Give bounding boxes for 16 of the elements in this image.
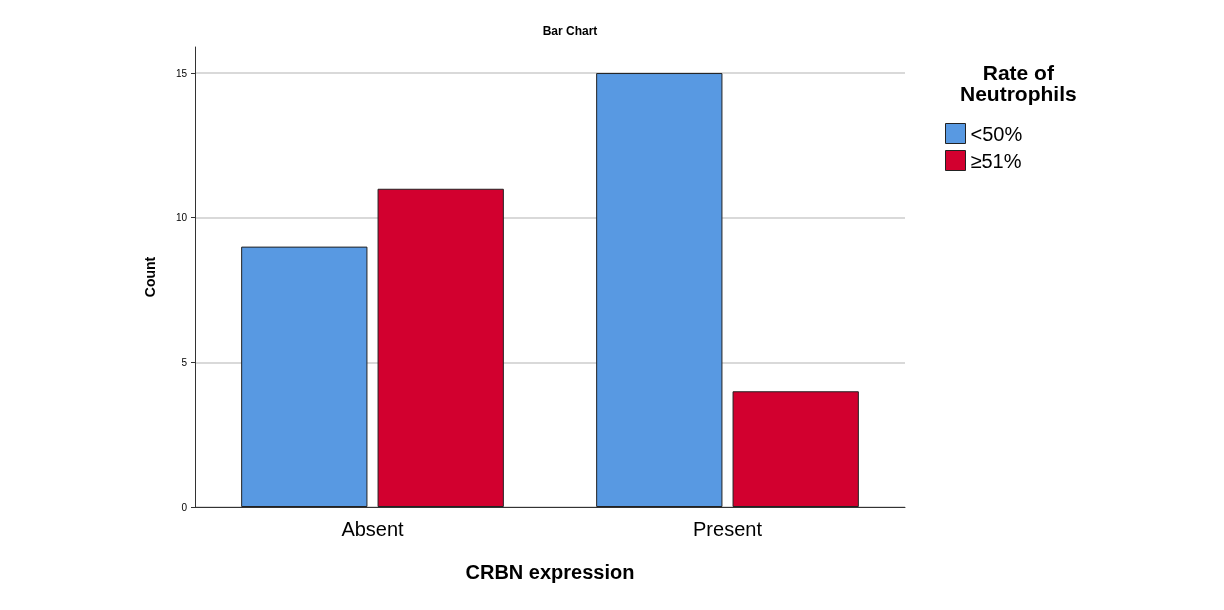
bar xyxy=(732,391,859,507)
bar xyxy=(596,73,723,507)
bar xyxy=(377,188,504,507)
chart-title: Bar Chart xyxy=(542,24,598,38)
bar xyxy=(241,246,368,507)
y-tick-label: 5 xyxy=(181,356,188,368)
legend-label: <50% xyxy=(970,122,1023,145)
legend-title: Rate of Neutrophils xyxy=(960,61,1077,105)
x-axis-title: CRBN expression xyxy=(465,561,635,583)
x-tick-label: Absent xyxy=(341,518,405,540)
y-tick-label: 15 xyxy=(175,67,188,79)
y-axis-title: Count xyxy=(142,256,158,298)
legend-label: ≥51% xyxy=(970,149,1022,172)
x-tick-label: Present xyxy=(693,518,763,540)
y-tick-label: 10 xyxy=(175,212,188,224)
y-tick-label: 0 xyxy=(181,501,188,513)
